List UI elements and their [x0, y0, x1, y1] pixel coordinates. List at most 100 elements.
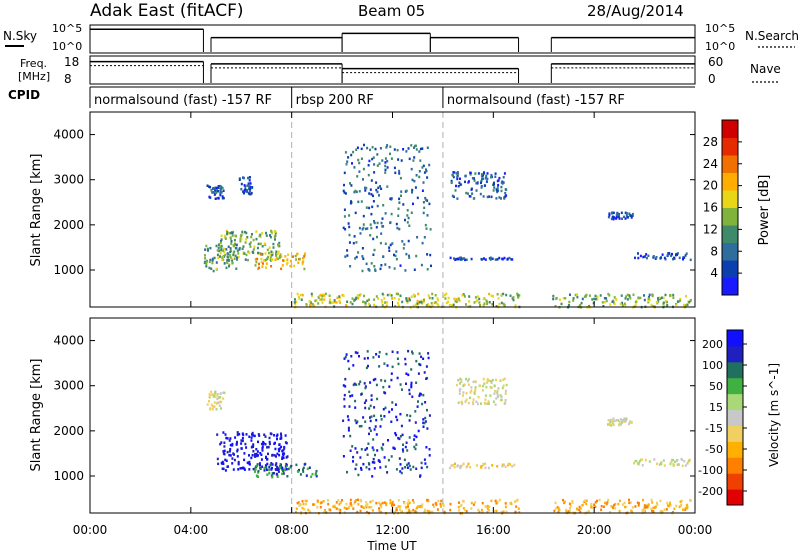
- data-cell: [460, 503, 463, 507]
- colorbar-tick-label: -100: [698, 464, 723, 477]
- data-cell: [346, 249, 349, 252]
- data-cell: [448, 304, 451, 307]
- data-cell: [386, 159, 389, 163]
- data-cell: [363, 294, 365, 298]
- data-cell: [688, 300, 691, 304]
- data-cell: [517, 296, 520, 299]
- data-cell: [391, 408, 393, 411]
- nsky-tick-high: 10^5: [52, 22, 82, 35]
- data-cell: [400, 471, 403, 475]
- data-cell: [349, 394, 352, 398]
- data-cell: [369, 419, 372, 423]
- data-cell: [498, 498, 501, 502]
- data-cell: [366, 227, 369, 230]
- data-cell: [388, 385, 391, 388]
- data-cell: [373, 163, 376, 166]
- data-cell: [232, 244, 235, 248]
- data-cell: [349, 202, 352, 205]
- data-cell: [264, 259, 267, 262]
- data-cell: [367, 164, 370, 167]
- data-cell: [346, 415, 349, 418]
- data-cell: [412, 159, 415, 162]
- cpid-segments: normalsound (fast) -157 RF rbsp 200 RF nor…: [89, 87, 625, 108]
- data-cell: [572, 299, 575, 302]
- data-cell: [490, 386, 493, 389]
- data-cell: [232, 468, 235, 471]
- data-cell: [350, 184, 353, 187]
- data-cell: [280, 267, 283, 271]
- data-cell: [447, 300, 450, 304]
- data-cell: [406, 299, 409, 303]
- data-cell: [235, 267, 238, 270]
- data-cell: [244, 258, 247, 261]
- data-cell: [645, 253, 648, 256]
- data-cell: [390, 509, 393, 512]
- data-cell: [338, 503, 341, 506]
- data-cell: [211, 408, 214, 411]
- data-cell: [264, 252, 267, 255]
- data-cell: [337, 499, 340, 502]
- data-cell: [421, 402, 424, 406]
- nave-tick-high: 60: [708, 55, 723, 69]
- data-cell: [239, 240, 242, 243]
- data-cell: [395, 222, 398, 226]
- data-cell: [215, 190, 218, 193]
- data-cell: [253, 434, 256, 438]
- data-cell: [624, 217, 627, 220]
- data-cell: [399, 435, 402, 438]
- data-cell: [220, 234, 223, 237]
- data-cell: [466, 379, 469, 383]
- data-cell: [409, 468, 412, 471]
- data-cell: [281, 472, 284, 475]
- data-cell: [621, 217, 623, 220]
- data-cell: [467, 383, 470, 386]
- data-cell: [275, 253, 277, 256]
- data-cell: [646, 503, 649, 507]
- data-cell: [238, 246, 241, 250]
- colorbar-swatch: [727, 425, 743, 442]
- data-cell: [493, 392, 496, 395]
- data-cell: [295, 463, 298, 467]
- data-cell: [407, 462, 410, 465]
- data-cell: [608, 422, 611, 426]
- data-cell: [393, 503, 396, 507]
- data-cell: [603, 297, 606, 300]
- data-cell: [261, 232, 264, 235]
- data-cell: [398, 172, 401, 175]
- data-cell: [678, 505, 681, 509]
- data-cell: [244, 230, 246, 234]
- data-cell: [220, 461, 223, 465]
- data-cell: [644, 458, 647, 462]
- data-cell: [422, 393, 425, 397]
- data-cell: [323, 298, 326, 301]
- data-cell: [333, 300, 336, 304]
- data-cell: [615, 213, 618, 217]
- data-cell: [362, 178, 364, 181]
- data-cell: [213, 401, 216, 404]
- data-cell: [367, 173, 370, 177]
- data-cell: [402, 148, 405, 151]
- data-cell: [390, 504, 393, 507]
- data-cell: [208, 393, 211, 396]
- data-cell: [261, 265, 264, 268]
- data-cell: [315, 299, 318, 302]
- data-cell: [660, 461, 663, 464]
- data-cell: [579, 303, 582, 307]
- data-cell: [216, 249, 219, 252]
- data-cell: [486, 177, 489, 181]
- data-cell: [398, 298, 400, 301]
- data-cell: [434, 301, 437, 304]
- data-cell: [278, 256, 281, 260]
- data-cell: [647, 297, 650, 300]
- data-cell: [373, 406, 376, 409]
- data-cell: [382, 255, 385, 258]
- velocity-data: [206, 318, 692, 515]
- data-cell: [634, 505, 637, 508]
- velocity-y-axis-label: Slant Range [km]: [29, 359, 44, 472]
- data-cell: [245, 446, 248, 449]
- data-cell: [274, 468, 277, 471]
- data-cell: [226, 465, 229, 468]
- data-cell: [294, 302, 297, 306]
- data-cell: [411, 188, 414, 192]
- data-cell: [680, 499, 683, 503]
